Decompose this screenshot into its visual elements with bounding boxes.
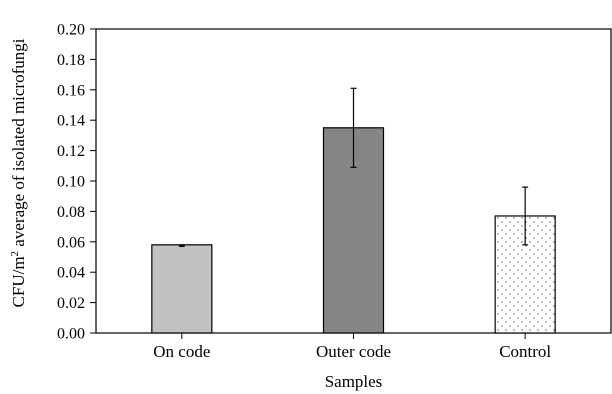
y-tick-label: 0.10 <box>57 174 85 191</box>
y-tick-label: 0.20 <box>57 22 85 39</box>
y-axis-title-text: average of isolated microfungi <box>9 38 28 251</box>
y-tick-label: 0.18 <box>57 52 85 69</box>
y-tick-label: 0.04 <box>57 265 85 282</box>
y-axis-title-unit: CFU/m <box>9 256 28 307</box>
bar-on-code <box>151 244 213 334</box>
x-axis-title: Samples <box>325 372 383 391</box>
y-tick-label: 0.08 <box>57 204 85 221</box>
y-axis-ticks: 0.00 0.02 0.04 0.06 0.08 0.10 0.12 0.14 0.16 0.18… <box>57 22 96 343</box>
x-axis-category-labels: On code Outer code Control <box>153 333 551 361</box>
y-tick-label: 0.14 <box>57 113 85 130</box>
x-category-label: Control <box>499 342 551 361</box>
bars <box>151 127 556 334</box>
y-tick-label: 0.02 <box>57 295 85 312</box>
x-category-label: On code <box>153 342 210 361</box>
bar-control <box>494 215 556 334</box>
y-tick-label: 0.00 <box>57 326 85 343</box>
y-tick-label: 0.16 <box>57 82 85 99</box>
y-tick-label: 0.06 <box>57 234 85 251</box>
x-category-label: Outer code <box>316 342 391 361</box>
y-axis-title-superscript: 2 <box>9 251 21 257</box>
y-tick-label: 0.12 <box>57 143 85 160</box>
error-bars <box>178 87 529 247</box>
y-axis-title: CFU/m2 average of isolated microfungi <box>9 38 28 307</box>
